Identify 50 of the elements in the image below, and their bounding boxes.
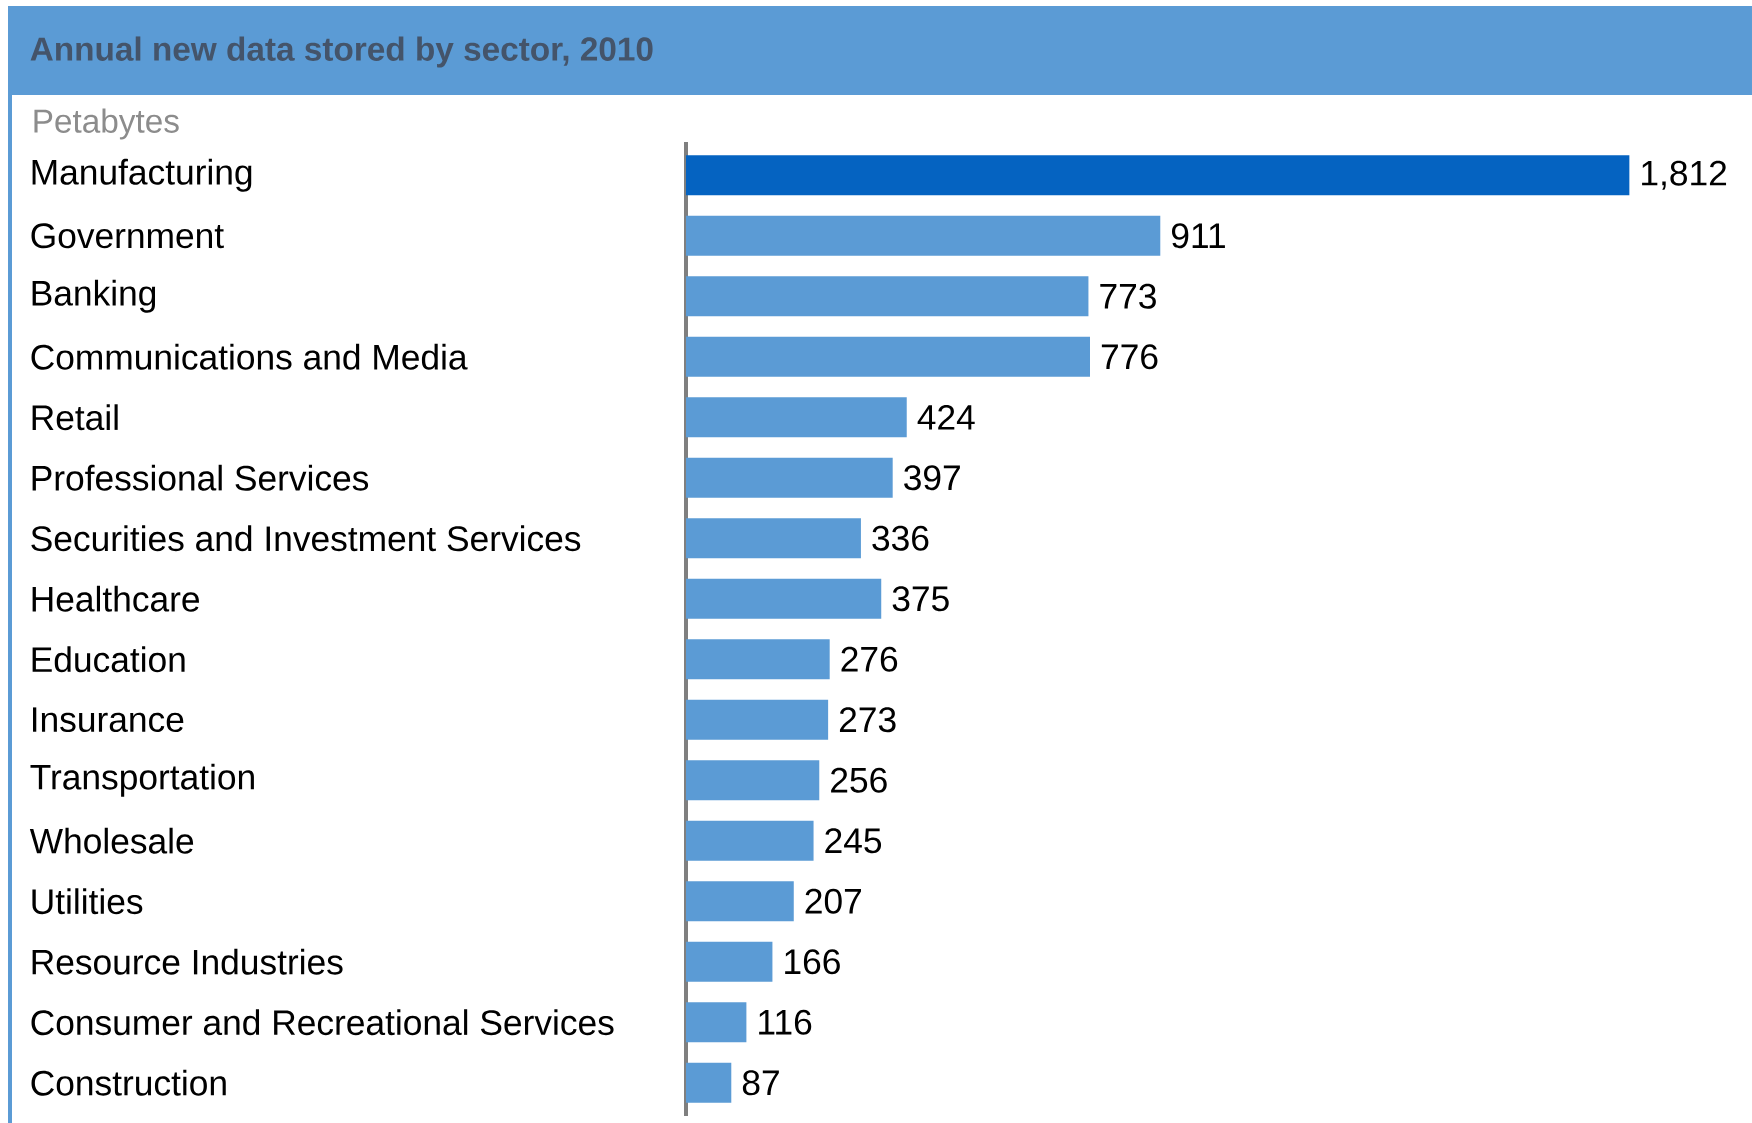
y-tick-label: Healthcare <box>32 585 199 612</box>
data-label: 207 <box>805 888 861 914</box>
bar <box>686 457 893 498</box>
y-tick-label: Government <box>31 223 224 249</box>
data-label: 256 <box>831 767 887 793</box>
y-tick-label: Communications and Media <box>31 343 468 370</box>
y-tick-label: Transportation <box>30 763 254 797</box>
text: Annual new data stored by sector, 2010 <box>30 36 653 68</box>
data-label: 87 <box>742 1070 779 1096</box>
data-label: 773 <box>1100 283 1156 309</box>
y-tick-label: Manufacturing <box>32 158 252 192</box>
bar <box>686 760 820 801</box>
y-tick-label: Retail <box>32 404 118 431</box>
bar <box>686 1002 747 1043</box>
bar <box>686 397 907 438</box>
bar <box>686 820 814 861</box>
data-label: 776 <box>1101 344 1158 370</box>
y-tick-label: Construction <box>31 1069 226 1096</box>
y-tick-label: Resource Industries <box>32 948 343 975</box>
y-tick-label: Wholesale <box>29 827 194 854</box>
data-label: 166 <box>785 949 840 975</box>
data-label: 424 <box>917 404 975 430</box>
data-label: 375 <box>892 586 949 612</box>
bar <box>686 941 773 982</box>
data-label: 397 <box>904 465 960 491</box>
y-tick-label: Banking <box>32 279 156 313</box>
y-tick-label: Securities and Investment Services <box>31 525 581 552</box>
bar <box>686 518 861 559</box>
y-tick-label: Education <box>32 646 185 673</box>
bar <box>686 578 882 619</box>
bar <box>686 276 1089 317</box>
bar <box>686 1062 732 1103</box>
y-tick-label: Professional Services <box>32 464 369 491</box>
y-tick-label: Insurance <box>32 707 184 733</box>
data-label: 1,812 <box>1642 160 1727 190</box>
data-label: 245 <box>825 828 882 854</box>
data-label: 276 <box>841 646 898 672</box>
bar <box>686 881 794 922</box>
data-label: 116 <box>759 1009 812 1035</box>
text: Petabytes <box>34 108 179 140</box>
data-label: 911 <box>1171 223 1225 249</box>
y-tick-label: Consumer and Recreational Services <box>31 1009 614 1036</box>
bar <box>686 155 1630 196</box>
bar <box>686 336 1090 377</box>
bar <box>686 699 829 740</box>
y-tick-label: Utilities <box>32 888 143 915</box>
data-label: 273 <box>839 707 896 733</box>
data-label: 336 <box>872 525 929 551</box>
bar <box>686 639 830 680</box>
bar <box>686 215 1161 256</box>
